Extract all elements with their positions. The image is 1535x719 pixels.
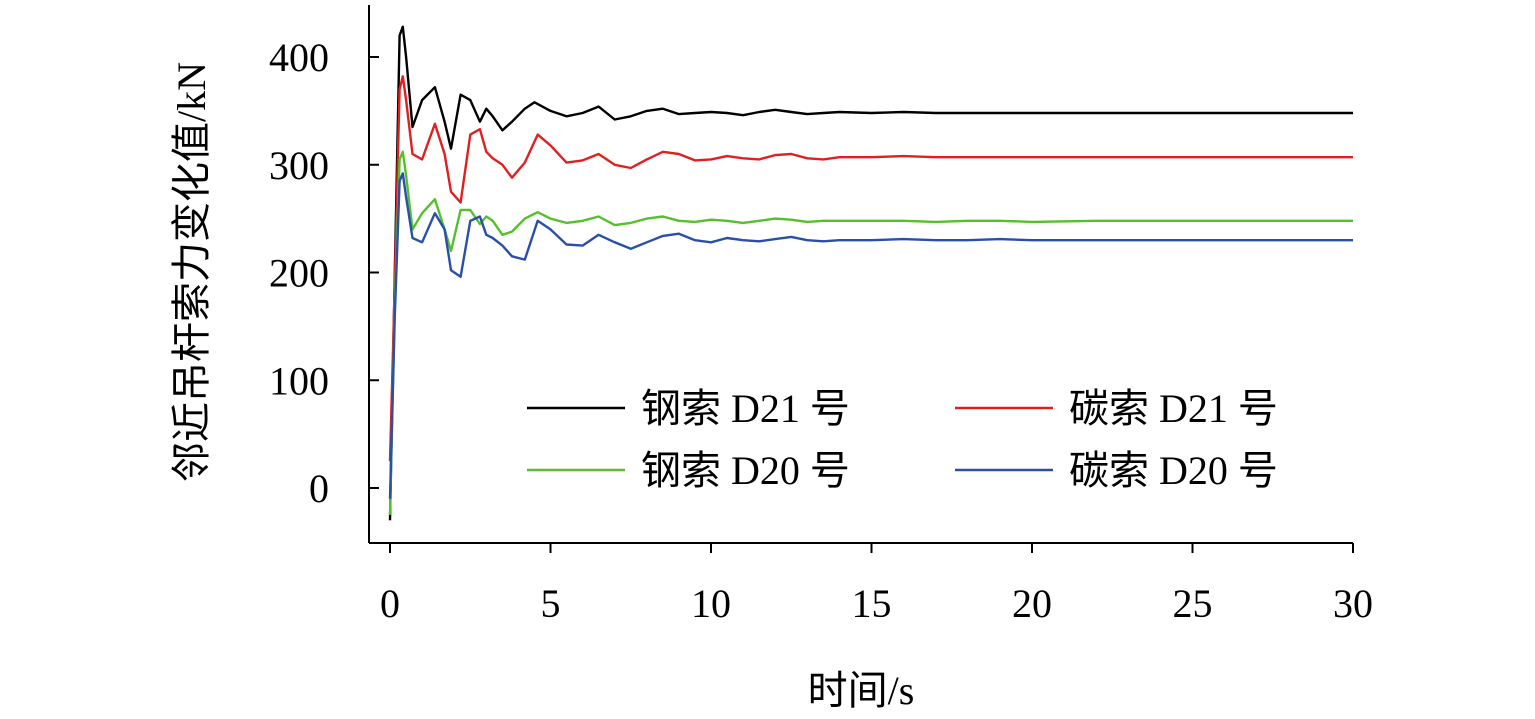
- x-tick-label: 25: [1173, 581, 1213, 626]
- legend-label: 碳索 D21 号: [1069, 386, 1278, 431]
- x-tick-label: 15: [852, 581, 892, 626]
- legend-label: 钢索 D21 号: [641, 386, 850, 431]
- y-ticks: 0 100 200 300 400: [269, 35, 379, 511]
- series-line-2: [388, 75, 1353, 462]
- x-tick-label: 0: [380, 581, 400, 626]
- y-tick-label: 100: [269, 358, 329, 403]
- y-axis-title: 邻近吊杆索力变化值/kN: [169, 62, 214, 482]
- y-tick-label: 400: [269, 35, 329, 80]
- x-tick-label: 10: [691, 581, 731, 626]
- axes: [368, 5, 1353, 544]
- series-layer: [388, 25, 1353, 521]
- legend-label: 钢索 D20 号: [641, 448, 850, 493]
- x-tick-label: 20: [1012, 581, 1052, 626]
- x-tick-label: 30: [1333, 581, 1373, 626]
- legend: 钢索 D21 号 碳索 D21 号钢索 D20 号 碳索 D20 号: [527, 386, 1278, 493]
- legend-label: 碳索 D20 号: [1069, 448, 1278, 493]
- x-ticks: 0 5 10 15 20 25 30: [380, 543, 1373, 626]
- series-line-1: [388, 25, 1353, 521]
- y-tick-label: 200: [269, 251, 329, 296]
- y-tick-label: 300: [269, 143, 329, 188]
- y-tick-label: 0: [309, 466, 329, 511]
- x-tick-label: 5: [541, 581, 561, 626]
- series-line-4: [388, 172, 1353, 499]
- x-axis-title: 时间/s: [808, 668, 915, 713]
